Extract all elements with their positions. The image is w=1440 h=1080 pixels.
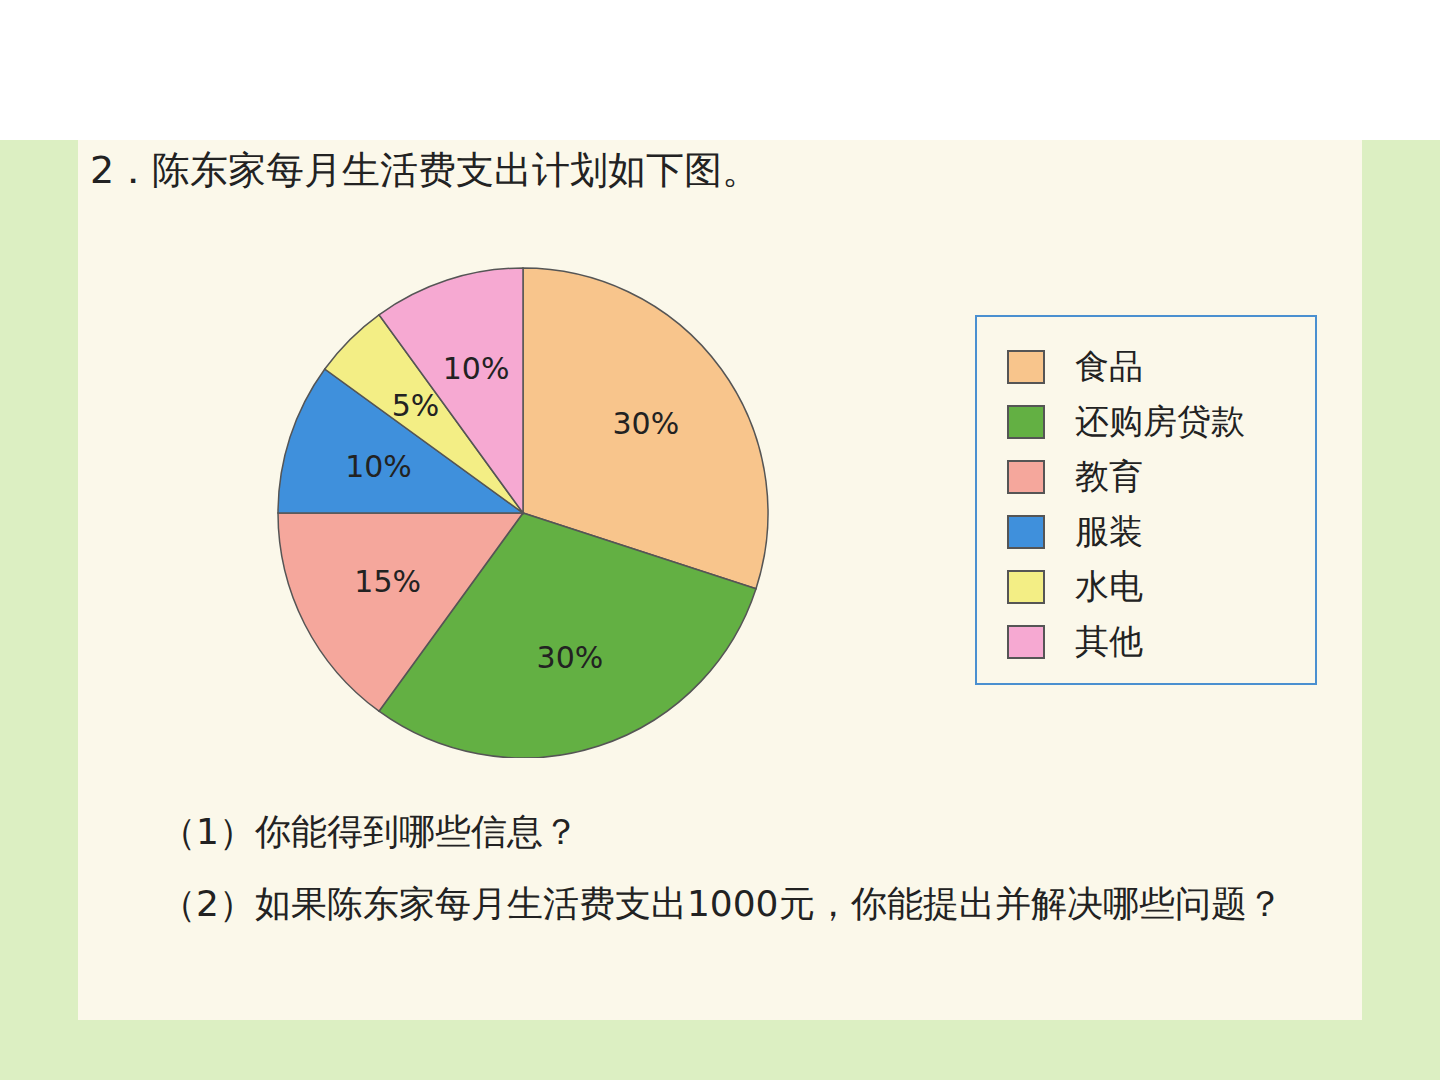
html-text:服装: 服装 [1075,510,1143,551]
html-text:其他: 其他 [1075,620,1143,661]
html-text:（1）你能得到哪些信息？: （1）你能得到哪些信息？ [160,811,579,852]
html-text:水电: 水电 [1075,565,1143,606]
svg-text:30%: 30% [537,640,604,675]
svg-text:10%: 10% [345,449,412,484]
html-text:还购房贷款: 还购房贷款 [1075,400,1245,441]
svg-text:30%: 30% [613,406,680,441]
html-text:（2）如果陈东家每月生活费支出1000元，你能提出并解决哪些: （2）如果陈东家每月生活费支出1000元，你能提出并解决哪些问题？ [160,883,1283,924]
html-text:教育: 教育 [1075,455,1143,496]
html-text:食品: 食品 [1075,345,1143,386]
svg-text:5%: 5% [392,388,440,423]
svg-text:10%: 10% [443,351,510,386]
html-text:2．陈东家每月生活费支出计划如下图。: 2．陈东家每月生活费支出计划如下图。 [90,148,761,192]
svg-text:15%: 15% [354,564,421,599]
